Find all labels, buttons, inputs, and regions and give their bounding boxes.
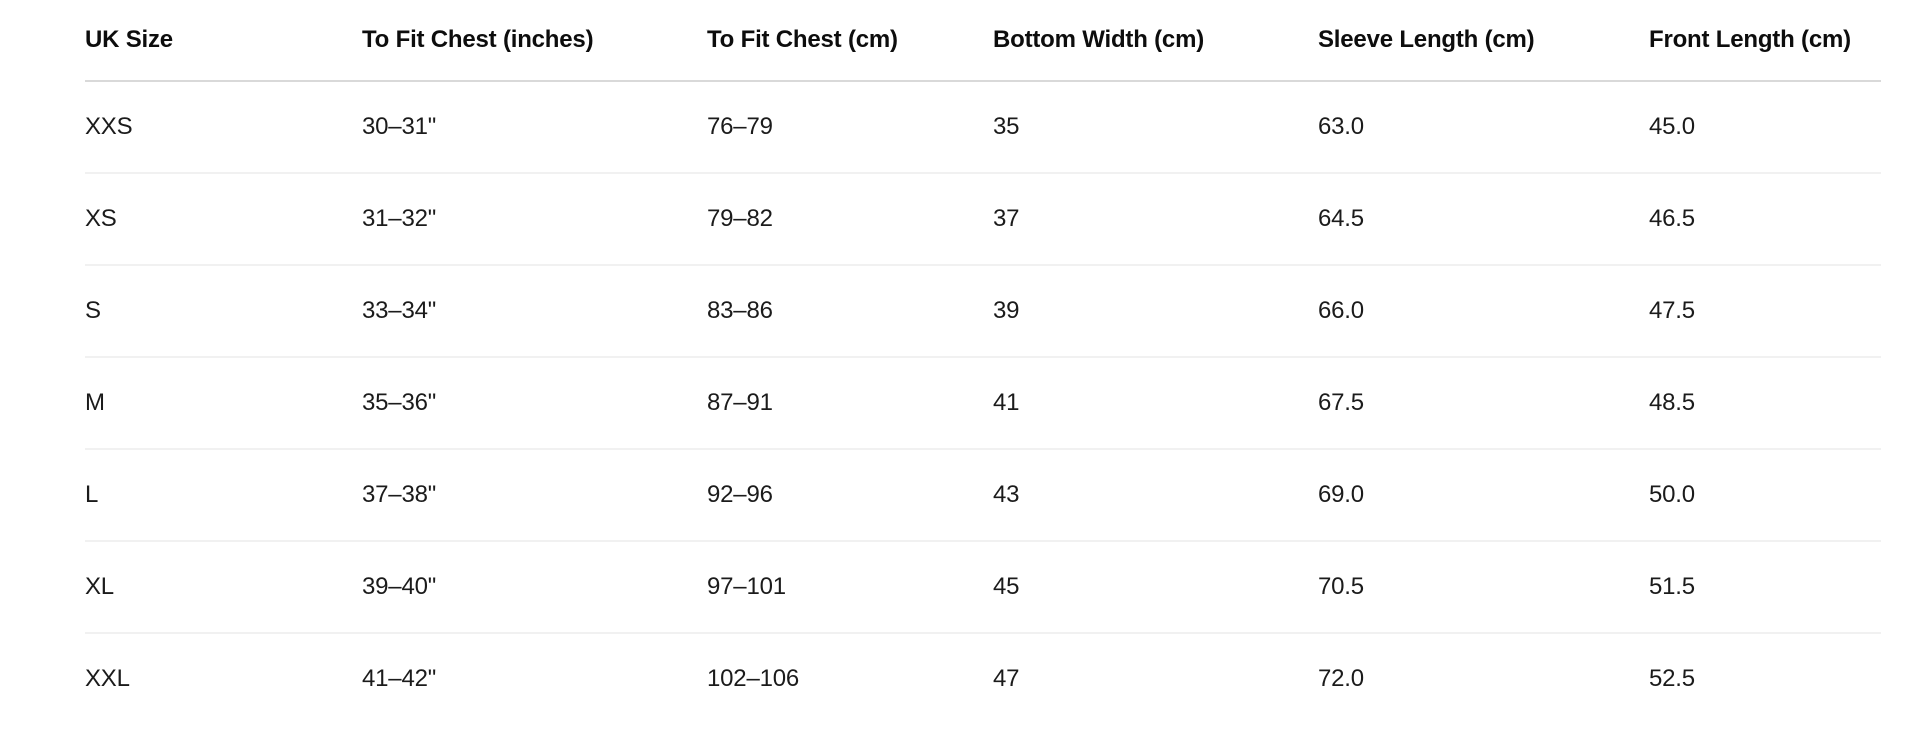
cell-uk-size: S xyxy=(85,265,362,358)
cell-uk-size: L xyxy=(85,449,362,542)
cell-uk-size: XXL xyxy=(85,665,130,692)
cell-chest-cm: 92–96 xyxy=(707,449,993,542)
cell-chest-inches: 39–40" xyxy=(362,541,707,634)
cell-chest-inches: 33–34" xyxy=(362,265,707,358)
column-header-uk-size: UK Size xyxy=(85,0,362,82)
cell-bottom-width: 39 xyxy=(993,265,1318,358)
cell-bottom-width: 37 xyxy=(993,173,1318,266)
cell-front-length: 47.5 xyxy=(1649,265,1881,358)
cell-sleeve-length: 69.0 xyxy=(1318,449,1649,542)
table-row: XXL 41–42" 102–106 47 72.0 52.5 xyxy=(85,633,1881,724)
cell-chest-inches: 37–38" xyxy=(362,449,707,542)
cell-chest-inches: 41–42" xyxy=(362,665,437,692)
table-header-row: UK Size To Fit Chest (inches) To Fit Che… xyxy=(85,0,1881,82)
cell-front-length: 48.5 xyxy=(1649,357,1881,450)
table-row: S 33–34" 83–86 39 66.0 47.5 xyxy=(85,265,1881,358)
cell-front-length: 46.5 xyxy=(1649,173,1881,266)
cell-sleeve-length: 64.5 xyxy=(1318,173,1649,266)
table-row: M 35–36" 87–91 41 67.5 48.5 xyxy=(85,357,1881,450)
cell-chest-cm: 83–86 xyxy=(707,265,993,358)
cell-sleeve-length: 70.5 xyxy=(1318,541,1649,634)
cell-chest-inches: 30–31" xyxy=(362,81,707,174)
cell-sleeve-length: 67.5 xyxy=(1318,357,1649,450)
column-header-bottom-width: Bottom Width (cm) xyxy=(993,0,1318,82)
cell-front-length: 45.0 xyxy=(1649,81,1881,174)
column-header-front-length: Front Length (cm) xyxy=(1649,0,1881,82)
cell-chest-inches: 35–36" xyxy=(362,357,707,450)
column-header-chest-cm: To Fit Chest (cm) xyxy=(707,0,993,82)
cell-bottom-width: 43 xyxy=(993,449,1318,542)
cell-bottom-width: 35 xyxy=(993,81,1318,174)
cell-uk-size: XXS xyxy=(85,81,362,174)
cell-front-length: 52.5 xyxy=(1649,665,1695,692)
cell-chest-cm: 76–79 xyxy=(707,81,993,174)
cell-chest-cm: 87–91 xyxy=(707,357,993,450)
cell-bottom-width: 47 xyxy=(993,665,1020,692)
cell-sleeve-length: 66.0 xyxy=(1318,265,1649,358)
cell-front-length: 50.0 xyxy=(1649,449,1881,542)
table-row: L 37–38" 92–96 43 69.0 50.0 xyxy=(85,449,1881,542)
cell-chest-cm: 102–106 xyxy=(707,665,800,692)
cell-bottom-width: 41 xyxy=(993,357,1318,450)
size-chart-table: UK Size To Fit Chest (inches) To Fit Che… xyxy=(85,0,1881,724)
cell-chest-cm: 79–82 xyxy=(707,173,993,266)
column-header-sleeve-length: Sleeve Length (cm) xyxy=(1318,0,1649,82)
cell-chest-cm: 97–101 xyxy=(707,541,993,634)
cell-uk-size: XL xyxy=(85,541,362,634)
cell-sleeve-length: 63.0 xyxy=(1318,81,1649,174)
cell-chest-inches: 31–32" xyxy=(362,173,707,266)
table-row: XXS 30–31" 76–79 35 63.0 45.0 xyxy=(85,81,1881,174)
table-row: XS 31–32" 79–82 37 64.5 46.5 xyxy=(85,173,1881,266)
cell-front-length: 51.5 xyxy=(1649,541,1881,634)
cell-bottom-width: 45 xyxy=(993,541,1318,634)
cell-uk-size: M xyxy=(85,357,362,450)
cell-uk-size: XS xyxy=(85,173,362,266)
table-row: XL 39–40" 97–101 45 70.5 51.5 xyxy=(85,541,1881,634)
cell-sleeve-length: 72.0 xyxy=(1318,665,1364,692)
column-header-chest-inches: To Fit Chest (inches) xyxy=(362,0,707,82)
